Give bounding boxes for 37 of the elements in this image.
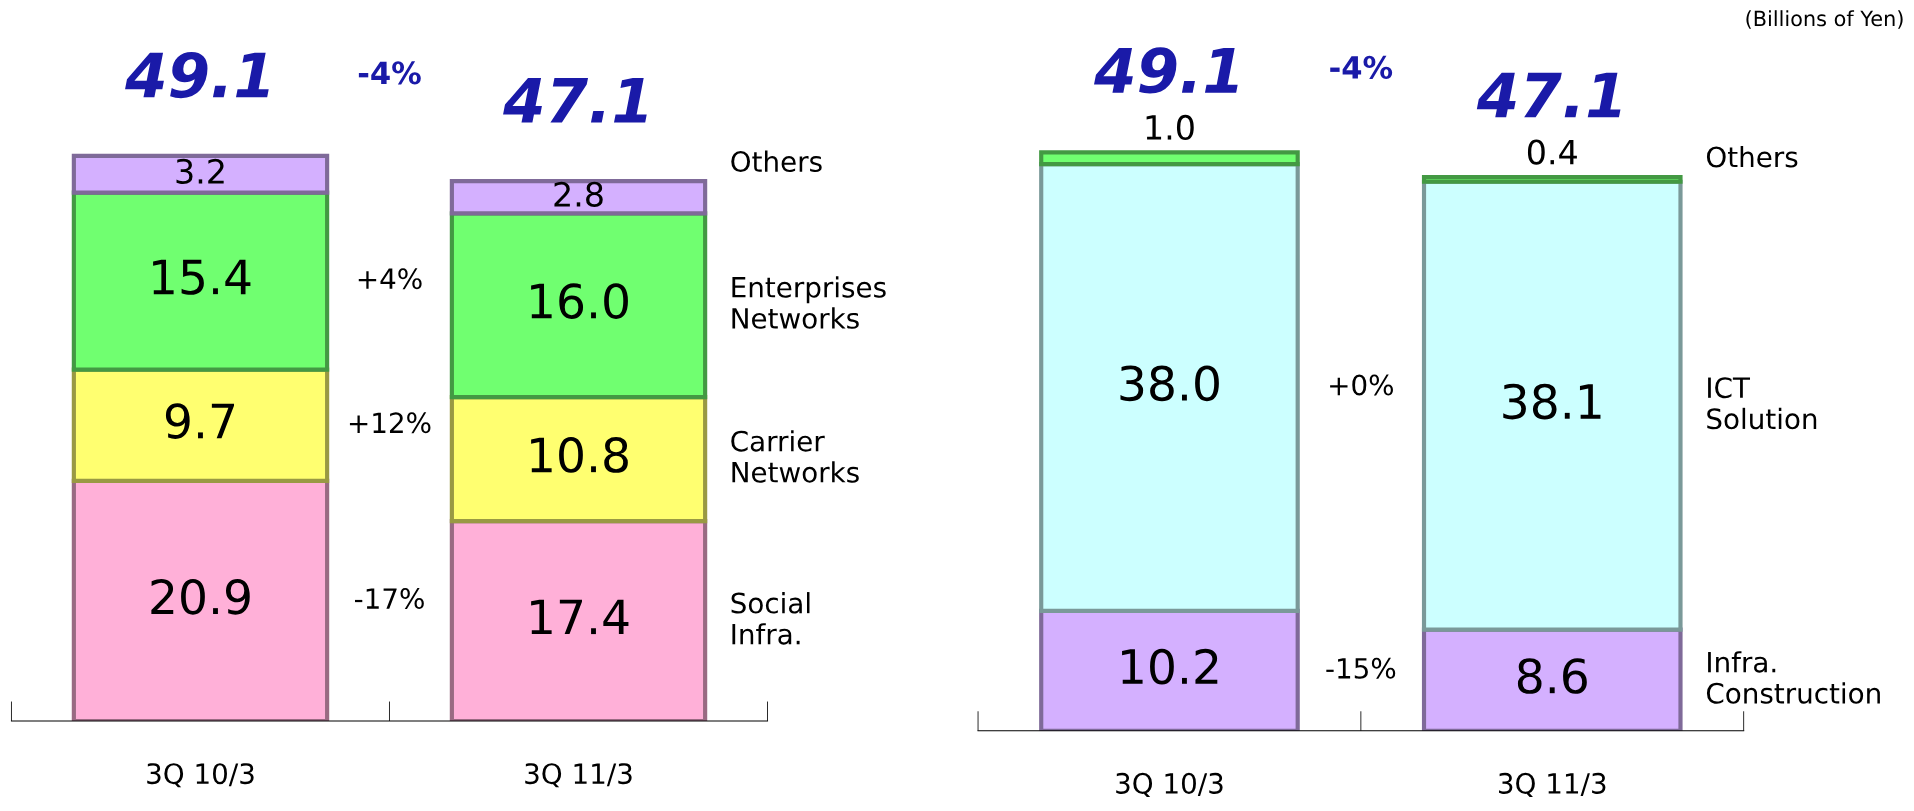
series-label: ICT Solution (1707, 377, 1817, 430)
annotation: +12% (349, 412, 431, 434)
annotation: -17% (354, 588, 424, 610)
data-label: 38.0 (1120, 365, 1219, 402)
series-label: Social Infra. (731, 592, 810, 645)
data-label: 9.7 (165, 403, 235, 439)
data-label: 3.2 (176, 158, 224, 184)
data-label: 17.4 (531, 599, 629, 635)
data-label: 20.9 (151, 578, 250, 615)
data-label: 1.0 (1146, 114, 1194, 141)
total-label: 49.1 (1094, 47, 1238, 94)
series-label: Enterprises Networks (732, 276, 886, 329)
text: -4% (1330, 55, 1393, 79)
x-tick-label: 3Q 11/3 (525, 763, 632, 788)
series-label: Others (1706, 145, 1798, 168)
x-tick-label: 3Q 10/3 (1116, 772, 1223, 798)
series-label: Carrier Networks (731, 430, 859, 483)
text: -4% (358, 61, 421, 85)
total-label: 49.1 (125, 51, 269, 99)
total-label: 47.1 (503, 78, 647, 123)
annotation: +0% (1330, 374, 1393, 396)
text: (Billions of Yen) (1746, 10, 1903, 29)
x-tick-label: 3Q 11/3 (1499, 772, 1606, 798)
data-label: 38.1 (1503, 383, 1601, 420)
data-label: 10.8 (531, 437, 628, 473)
annotation: +4% (358, 268, 422, 290)
data-label: 2.8 (554, 181, 603, 207)
data-label: 10.2 (1122, 648, 1218, 685)
data-label: 15.4 (153, 259, 251, 295)
total-label: 47.1 (1476, 72, 1621, 118)
x-tick-label: 3Q 10/3 (147, 763, 254, 788)
series-label: Others (731, 150, 822, 173)
series-label: Infra. Construction (1706, 651, 1880, 704)
data-label: 8.6 (1517, 658, 1587, 694)
data-label: 16.0 (531, 283, 628, 319)
annotation: -15% (1326, 657, 1396, 679)
data-label: 0.4 (1527, 139, 1577, 165)
